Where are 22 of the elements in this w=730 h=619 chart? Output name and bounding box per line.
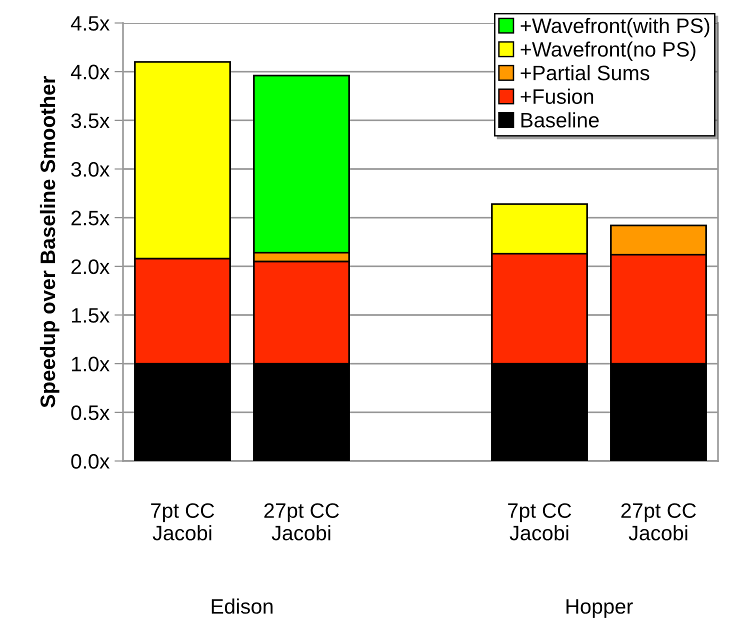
y-axis-title: Speedup over Baseline Smoother: [40, 76, 60, 408]
y-tick-label: 1.0x: [72, 356, 110, 372]
x-tick-label: 7pt CC Jacobi: [508, 503, 572, 540]
text: Edison: [212, 598, 272, 614]
x-tick-label: 27pt CC Jacobi: [264, 503, 339, 540]
y-tick-label: 4.5x: [70, 16, 110, 31]
legend-label: Baseline: [521, 112, 599, 128]
y-tick-label: 1.5x: [72, 308, 110, 323]
legend-label: +Fusion: [520, 88, 594, 104]
x-tick-label: 27pt CC Jacobi: [621, 503, 696, 540]
y-tick-label: 4.0x: [70, 64, 110, 80]
y-tick-label: 2.0x: [71, 259, 110, 274]
y-tick-label: 3.5x: [71, 113, 110, 128]
y-tick-label: 0.5x: [71, 405, 110, 420]
y-tick-label: 3.0x: [71, 162, 110, 177]
legend-label: +Wavefront(with PS): [520, 18, 710, 38]
legend-label: +Partial Sums: [520, 65, 650, 80]
y-tick-label: 2.5x: [71, 210, 110, 226]
text: Hopper: [566, 599, 633, 618]
x-tick-label: 7pt CC Jacobi: [151, 503, 214, 540]
y-tick-label: 0.0x: [71, 454, 110, 469]
legend-label: +Wavefront(no PS): [520, 41, 696, 61]
